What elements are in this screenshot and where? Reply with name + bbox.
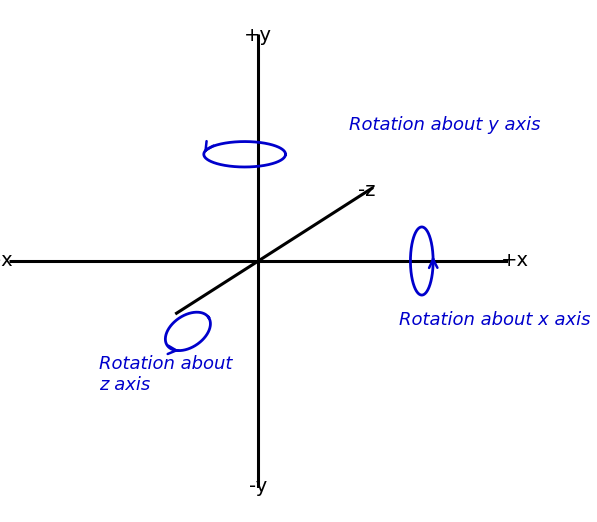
Text: Rotation about x axis: Rotation about x axis <box>399 311 590 329</box>
Text: -z: -z <box>358 181 376 200</box>
Text: -y: -y <box>249 477 267 496</box>
Text: Rotation about y axis: Rotation about y axis <box>349 116 541 134</box>
Text: +y: +y <box>244 26 272 45</box>
Text: -x: -x <box>0 252 13 270</box>
Text: +x: +x <box>501 252 530 270</box>
Text: Rotation about
z axis: Rotation about z axis <box>99 355 233 394</box>
